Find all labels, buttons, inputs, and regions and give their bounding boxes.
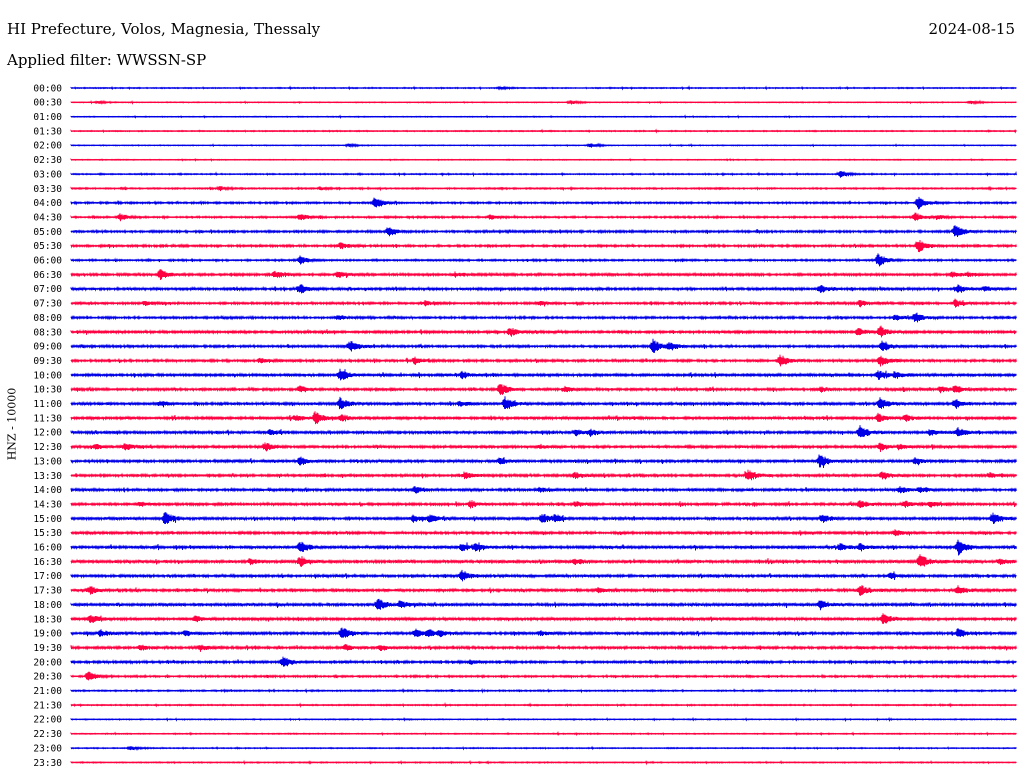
- row-label-2330: 23:30: [33, 758, 62, 769]
- row-label-1700: 17:00: [33, 571, 62, 582]
- row-label-1900: 19:00: [33, 629, 62, 640]
- row-label-0030: 00:30: [33, 98, 62, 109]
- row-label-1630: 16:30: [33, 557, 62, 568]
- row-label-1100: 11:00: [33, 399, 62, 410]
- row-label-2100: 21:00: [33, 686, 62, 697]
- row-label-1400: 14:00: [33, 485, 62, 496]
- row-label-0200: 02:00: [33, 141, 62, 152]
- row-label-1930: 19:30: [33, 643, 62, 654]
- row-label-0830: 08:30: [33, 327, 62, 338]
- row-label-2030: 20:30: [33, 672, 62, 683]
- row-label-0300: 03:00: [33, 169, 62, 180]
- row-label-1300: 13:00: [33, 456, 62, 467]
- row-label-2000: 20:00: [33, 657, 62, 668]
- seismic-traces: [70, 85, 1017, 766]
- filter-label: Applied filter: WWSSN-SP: [7, 51, 207, 69]
- row-label-0600: 06:00: [33, 256, 62, 267]
- row-label-0530: 05:30: [33, 241, 62, 252]
- row-label-0330: 03:30: [33, 184, 62, 195]
- row-label-0130: 01:30: [33, 126, 62, 137]
- row-label-0000: 00:00: [33, 83, 62, 94]
- row-label-0500: 05:00: [33, 227, 62, 238]
- row-label-0700: 07:00: [33, 284, 62, 295]
- date-label: 2024-08-15: [928, 20, 1015, 38]
- row-label-1330: 13:30: [33, 471, 62, 482]
- row-label-1830: 18:30: [33, 614, 62, 625]
- row-label-0230: 02:30: [33, 155, 62, 166]
- row-label-1430: 14:30: [33, 499, 62, 510]
- row-label-0430: 04:30: [33, 212, 62, 223]
- row-label-1730: 17:30: [33, 586, 62, 597]
- row-label-0930: 09:30: [33, 356, 62, 367]
- row-label-1200: 12:00: [33, 428, 62, 439]
- row-label-1130: 11:30: [33, 413, 62, 424]
- row-labels: 00:00 00:30 01:00 01:30 02:00 02:30 03:00 03:30…: [33, 83, 62, 768]
- row-label-1230: 12:30: [33, 442, 62, 453]
- row-label-2200: 22:00: [33, 715, 62, 726]
- row-label-0730: 07:30: [33, 299, 62, 310]
- row-label-1500: 15:00: [33, 514, 62, 525]
- row-label-2230: 22:30: [33, 729, 62, 740]
- row-label-2130: 21:30: [33, 700, 62, 711]
- trace-1200: [70, 425, 1017, 438]
- trace-1900: [70, 627, 1017, 638]
- trace-1630: [70, 554, 1017, 567]
- trace-1100: [70, 396, 1017, 410]
- row-label-0400: 04:00: [33, 198, 62, 209]
- row-label-1800: 18:00: [33, 600, 62, 611]
- row-label-0800: 08:00: [33, 313, 62, 324]
- row-label-0630: 06:30: [33, 270, 62, 281]
- row-label-0100: 01:00: [33, 112, 62, 123]
- row-label-1600: 16:00: [33, 543, 62, 554]
- row-label-1530: 15:30: [33, 528, 62, 539]
- station-title: HI Prefecture, Volos, Magnesia, Thessaly: [7, 20, 321, 38]
- row-label-2300: 23:00: [33, 743, 62, 754]
- row-label-1000: 10:00: [33, 370, 62, 381]
- row-label-1030: 10:30: [33, 385, 62, 396]
- row-label-0900: 09:00: [33, 342, 62, 353]
